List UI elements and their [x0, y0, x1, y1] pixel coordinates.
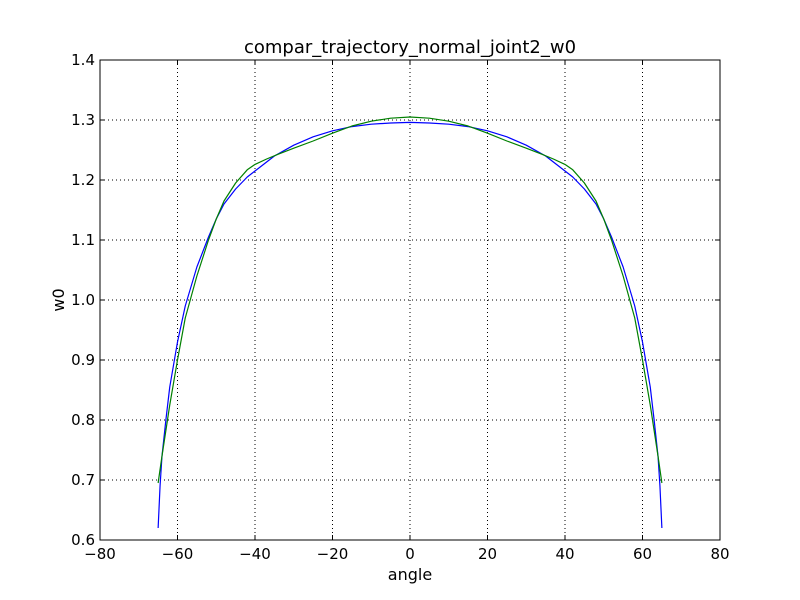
series-line-2 — [157, 116, 663, 484]
series-line-1 — [157, 121, 663, 529]
chart-title: compar_trajectory_normal_joint2_w0 — [244, 37, 576, 58]
x-axis-label: angle — [388, 565, 432, 584]
y-tick-label: 1.3 — [71, 111, 95, 129]
x-tick-label: 0 — [405, 545, 415, 563]
x-tick-label: −40 — [239, 545, 271, 563]
y-tick-label: 0.9 — [71, 351, 95, 369]
x-tick-label: 60 — [633, 545, 652, 563]
y-tick-label: 1.1 — [71, 231, 95, 249]
x-tick-label: 40 — [555, 545, 574, 563]
y-tick-label: 0.6 — [71, 531, 95, 549]
x-tick-label: −80 — [84, 545, 116, 563]
y-tick-label: 0.7 — [71, 471, 95, 489]
y-tick-label: 1.2 — [71, 171, 95, 189]
y-tick-label: 1.4 — [71, 51, 95, 69]
y-tick-label: 0.8 — [71, 411, 95, 429]
grid-lines — [100, 60, 720, 540]
x-tick-label: −20 — [317, 545, 349, 563]
y-tick-label: 1.0 — [71, 291, 95, 309]
x-tick-label: 80 — [710, 545, 729, 563]
x-tick-label: −60 — [162, 545, 194, 563]
series-lines — [157, 116, 663, 529]
y-axis-label: w0 — [49, 288, 68, 311]
axis-ticks: −80 −60 −40 −20 0 20 40 60 80 0.6 0.7 0.8 0.9 1.0 1.1 1… — [71, 51, 729, 563]
x-tick-label: 20 — [478, 545, 497, 563]
